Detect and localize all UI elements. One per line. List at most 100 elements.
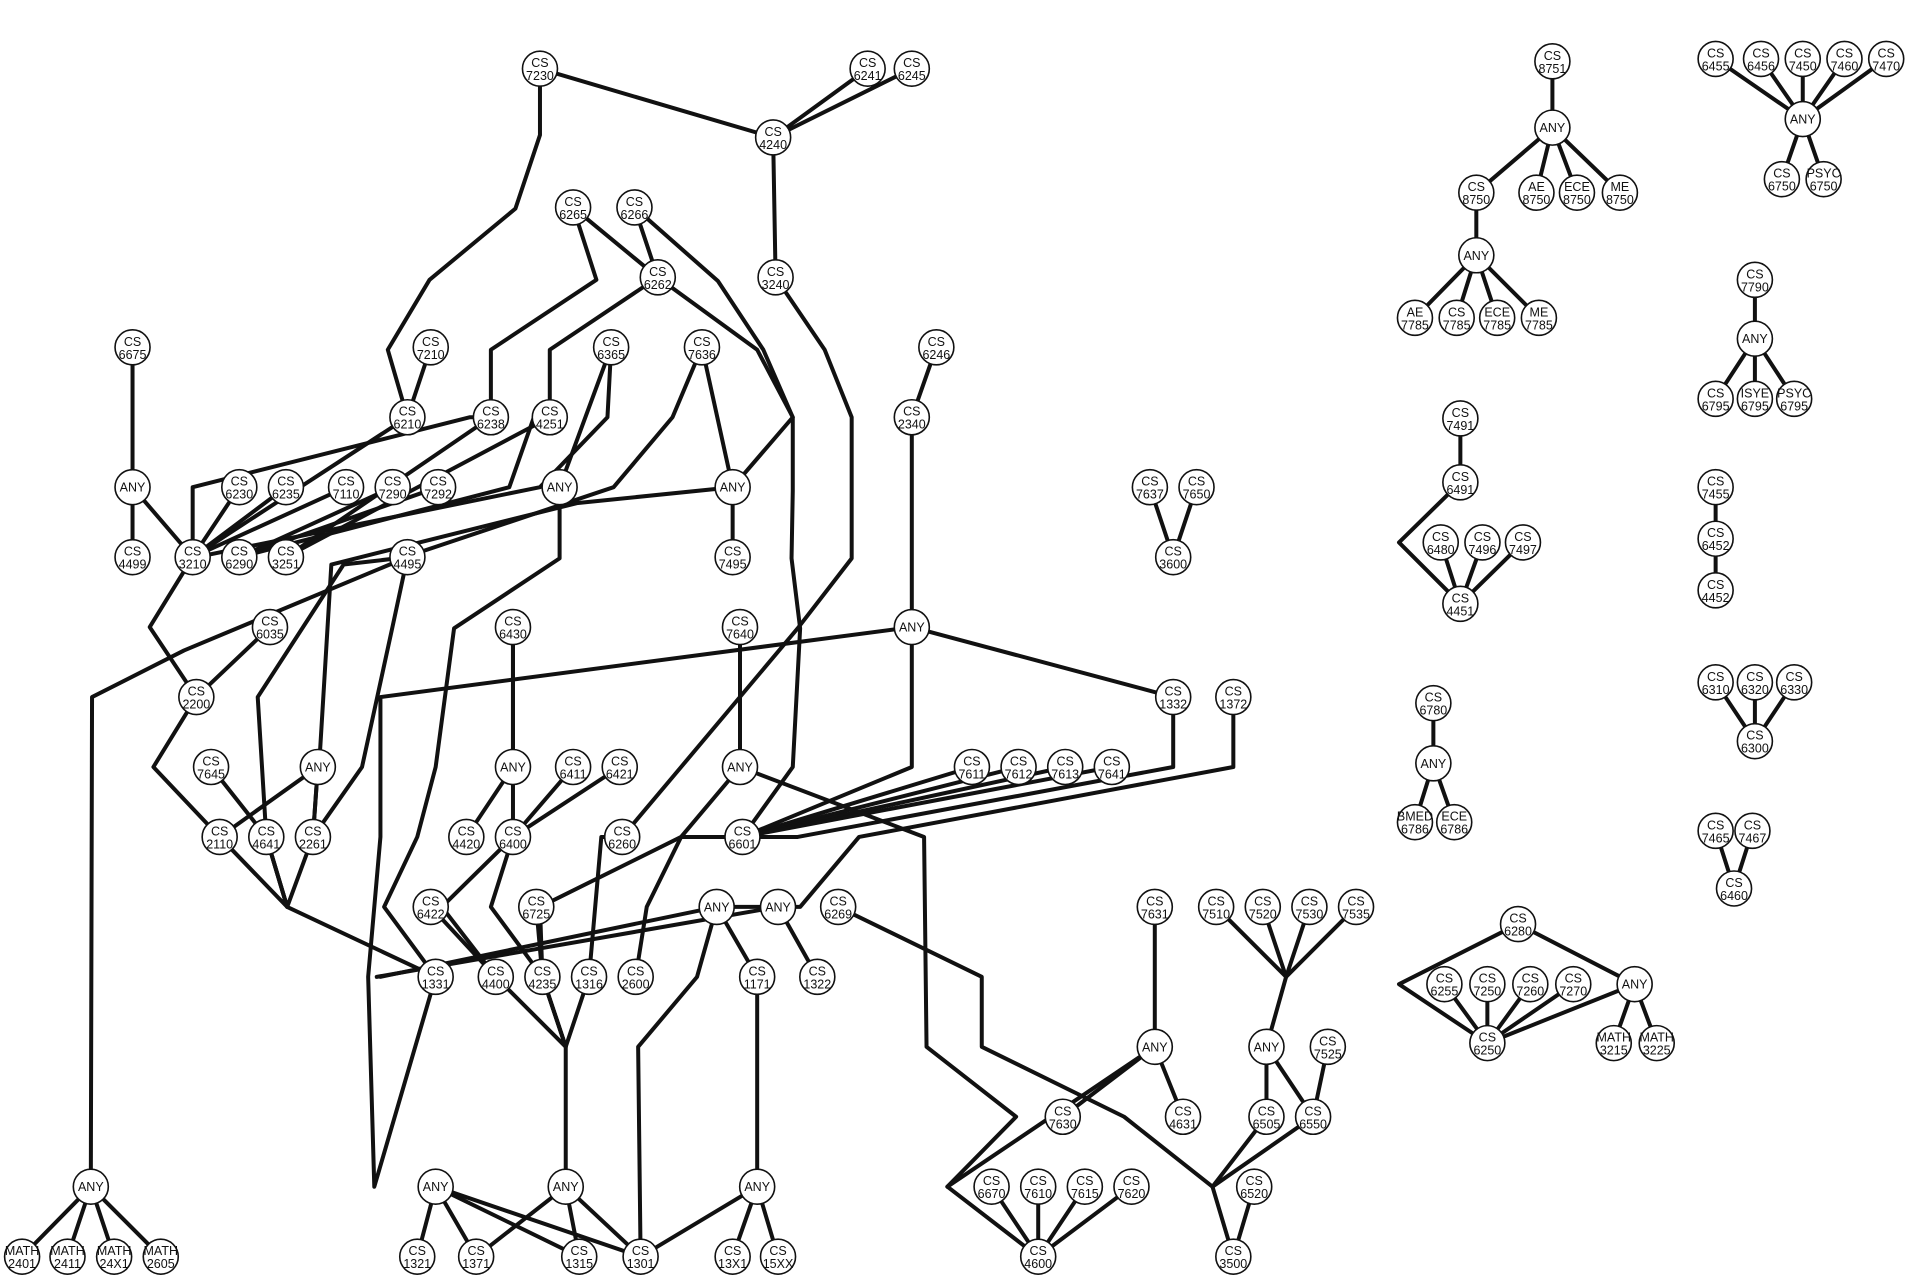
node-number-label: 7270 — [1559, 985, 1587, 999]
edge-route-cs4495-cs2261 — [310, 555, 410, 839]
node-dept-label: CS — [1452, 470, 1469, 484]
node-dept-label: CS — [399, 405, 416, 419]
node-dept-label: CS — [1707, 670, 1724, 684]
course-node-any_q: ANY — [1458, 236, 1495, 274]
course-node-any_i: ANY — [759, 888, 797, 926]
edge-route-cs1332-cs6601 — [740, 695, 1176, 839]
node-number-label: 1301 — [627, 1257, 655, 1271]
node-dept-label: CS — [188, 685, 205, 699]
node-number-label: 6365 — [597, 348, 625, 362]
node-number-label: 4451 — [1446, 604, 1474, 618]
node-dept-label: CS — [277, 545, 294, 559]
node-circle — [1458, 236, 1495, 274]
node-dept-label: CS — [409, 1244, 426, 1258]
node-number-label: 6520 — [1240, 1187, 1268, 1201]
node-circle — [1309, 1028, 1347, 1066]
node-number-label: 7497 — [1509, 543, 1537, 557]
node-circle — [1464, 524, 1501, 561]
node-circle — [893, 50, 931, 88]
node-circle — [248, 818, 285, 856]
node-circle — [683, 328, 721, 366]
node-circle — [639, 259, 677, 296]
node-number-label: 6245 — [898, 69, 926, 83]
node-circle — [1019, 1238, 1057, 1275]
node-dept-label: ANY — [547, 481, 573, 495]
node-dept-label: CS — [626, 195, 643, 209]
course-node-any_l: ANY — [1248, 1028, 1285, 1066]
node-number-label: 6280 — [1504, 925, 1532, 939]
node-circle — [1805, 160, 1842, 198]
node-number-label: 13X1 — [718, 1257, 747, 1271]
node-dept-label: CS — [1425, 691, 1442, 705]
node-circle — [1775, 664, 1813, 701]
edge-layer — [20, 56, 1889, 1259]
node-circle — [1178, 468, 1215, 506]
node-number-label: 6505 — [1253, 1117, 1281, 1131]
node-number-label: 24X1 — [100, 1257, 129, 1271]
node-dept-label: CS — [1146, 894, 1163, 908]
course-node-any_d: ANY — [893, 608, 931, 646]
node-circle — [1518, 174, 1555, 211]
node-circle — [547, 1168, 585, 1206]
edge-route-cs6262-cs4251 — [547, 275, 660, 420]
node-dept-label: CS — [1452, 591, 1469, 605]
node-number-label: 6238 — [477, 418, 505, 432]
node-dept-label: ANY — [727, 761, 753, 775]
node-number-label: 6780 — [1419, 704, 1447, 718]
node-circle — [95, 1238, 133, 1275]
node-number-label: 7450 — [1789, 59, 1817, 73]
edge-route-any_k-any_k — [945, 1044, 1157, 1189]
node-dept-label: CS — [124, 335, 141, 349]
node-dept-label: MATH — [1639, 1031, 1674, 1045]
node-circle — [1426, 965, 1463, 1003]
node-circle — [1248, 1098, 1285, 1136]
node-dept-label: CS — [1448, 305, 1465, 319]
node-circle — [1601, 174, 1639, 211]
edge-route-cs7636-cs4495 — [402, 345, 704, 560]
node-circle — [517, 888, 555, 926]
node-dept-label: CS — [611, 755, 628, 769]
node-dept-label: CS — [1452, 406, 1469, 420]
node-circle — [1164, 1098, 1202, 1136]
node-number-label: 6452 — [1702, 539, 1730, 553]
node-number-label: 3215 — [1600, 1044, 1628, 1058]
node-number-label: 2200 — [182, 698, 210, 712]
node-circle — [294, 818, 332, 856]
node-dept-label: ANY — [305, 761, 331, 775]
node-number-label: 6750 — [1768, 180, 1796, 194]
node-number-label: 6795 — [1702, 399, 1730, 413]
node-circle — [698, 888, 735, 926]
node-dept-label: CS — [632, 1244, 649, 1258]
node-circle — [1736, 722, 1774, 760]
node-circle — [714, 1238, 751, 1275]
node-circle — [417, 958, 454, 996]
node-circle — [1093, 748, 1131, 786]
node-dept-label: ANY — [1254, 1040, 1280, 1054]
node-dept-label: CS — [422, 894, 439, 908]
edge-route-cs4495-any_o — [88, 555, 410, 1189]
edge-route-cs3210-cs2200 — [147, 555, 199, 700]
node-dept-label: CS — [487, 964, 504, 978]
